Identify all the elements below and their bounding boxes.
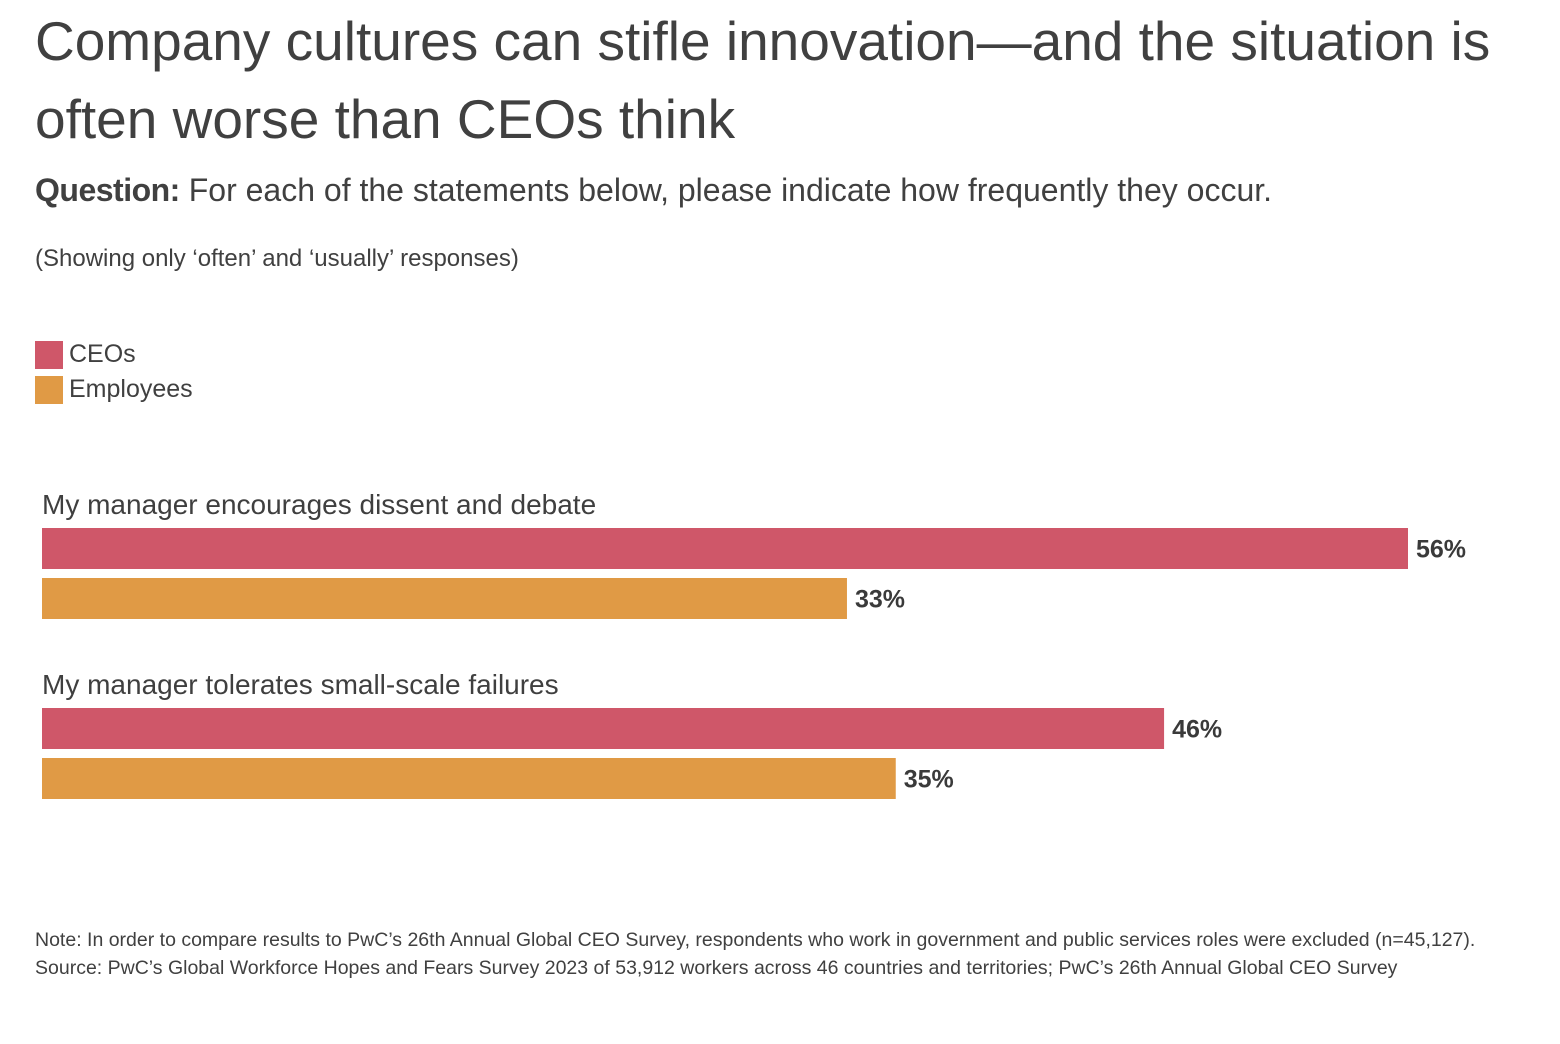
subnote: (Showing only ‘often’ and ‘usually’ resp… — [35, 245, 519, 272]
question-label: Question: — [35, 172, 180, 208]
legend-label-ceos: CEOs — [69, 340, 136, 368]
legend-label-employees: Employees — [69, 375, 193, 403]
bar-employees-1 — [42, 578, 847, 619]
footnote-note: Note: In order to compare results to PwC… — [35, 929, 1476, 951]
category-label-1: My manager encourages dissent and debate — [42, 489, 596, 520]
footnote-source: Source: PwC’s Global Workforce Hopes and… — [35, 957, 1398, 979]
bar-ceos-1 — [42, 528, 1408, 569]
category-label-2: My manager tolerates small-scale failure… — [42, 669, 559, 700]
bar-ceos-2 — [42, 708, 1165, 749]
legend-item-ceos: CEOs — [35, 337, 193, 372]
legend-swatch-employees — [35, 375, 63, 404]
data-label-employees-1: 33% — [855, 586, 905, 614]
legend-item-employees: Employees — [35, 372, 193, 407]
legend-swatch-ceos — [35, 340, 63, 369]
question: Question: For each of the statements bel… — [35, 172, 1272, 209]
data-label-employees-2: 35% — [904, 766, 954, 794]
footnote: Note: In order to compare results to PwC… — [35, 926, 1505, 982]
data-label-ceos-2: 46% — [1172, 716, 1222, 744]
chart-title: Company cultures can stifle innovation—a… — [35, 10, 1491, 150]
legend: CEOs Employees — [35, 337, 193, 407]
bar-employees-2 — [42, 758, 896, 799]
question-text: For each of the statements below, please… — [179, 172, 1273, 208]
data-label-ceos-1: 56% — [1416, 536, 1466, 564]
bar-chart: My manager encourages dissent and debate… — [42, 489, 1466, 799]
